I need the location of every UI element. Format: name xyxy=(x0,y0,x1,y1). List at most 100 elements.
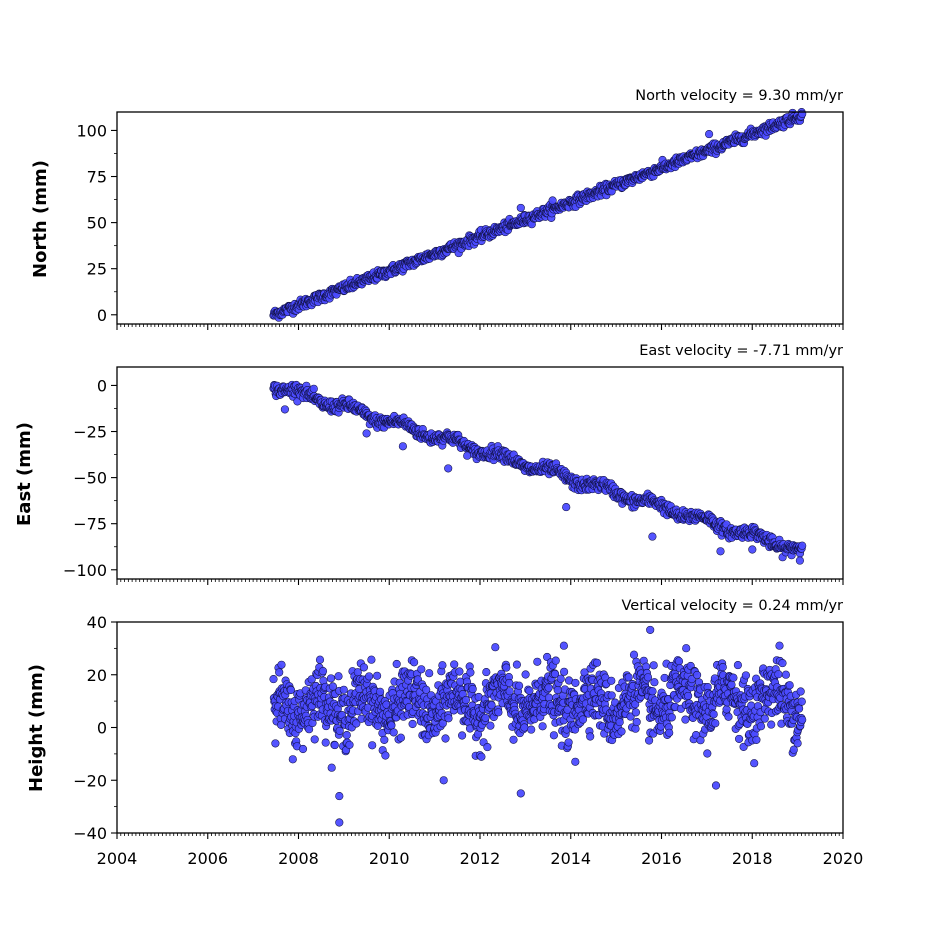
data-point xyxy=(648,687,657,696)
data-point xyxy=(502,663,511,672)
data-point xyxy=(481,713,490,722)
data-point xyxy=(373,671,382,680)
data-point xyxy=(438,661,447,670)
data-point xyxy=(468,684,477,694)
data-point xyxy=(797,697,806,706)
data-point xyxy=(752,735,761,744)
data-point xyxy=(624,673,633,682)
x-tick-label: 2014 xyxy=(550,849,591,868)
data-point xyxy=(667,713,676,722)
data-point xyxy=(544,693,554,702)
data-point xyxy=(376,687,385,696)
data-point xyxy=(269,675,278,684)
data-point xyxy=(516,789,525,798)
data-point xyxy=(315,655,325,664)
data-point xyxy=(646,625,655,634)
data-point xyxy=(417,665,426,674)
data-points xyxy=(269,108,807,322)
data-point xyxy=(516,203,525,212)
data-point xyxy=(560,667,569,676)
data-point xyxy=(505,687,514,696)
y-tick-label: −75 xyxy=(73,515,107,534)
plot-frame xyxy=(116,366,844,580)
y-tick-label: 40 xyxy=(87,613,107,632)
data-point xyxy=(592,658,602,667)
data-point xyxy=(515,681,524,690)
x-tick-label: 2018 xyxy=(732,849,773,868)
east-y-axis-label: East (mm) xyxy=(14,422,35,526)
data-point xyxy=(586,732,595,741)
data-point xyxy=(643,673,653,682)
data-point xyxy=(711,719,720,728)
data-point xyxy=(617,727,626,736)
data-point xyxy=(328,682,337,691)
data-point xyxy=(359,663,368,672)
data-point xyxy=(509,735,518,744)
data-point xyxy=(368,741,377,750)
x-tick-label: 2006 xyxy=(187,849,228,868)
east-panel: East velocity = -7.71 mm/yr East (mm) 0 −… xyxy=(14,343,844,585)
y-tick-label: 20 xyxy=(87,666,107,685)
data-point xyxy=(494,708,503,717)
data-point xyxy=(321,738,330,747)
data-point xyxy=(520,723,529,732)
data-point xyxy=(559,641,568,650)
y-tick-label: 75 xyxy=(87,168,107,187)
data-point xyxy=(381,751,390,760)
data-point xyxy=(615,718,624,727)
x-tick-label: 2012 xyxy=(460,849,501,868)
data-point xyxy=(275,668,284,677)
data-point xyxy=(392,659,401,669)
data-point xyxy=(793,739,802,748)
data-point xyxy=(482,668,491,677)
data-point xyxy=(632,717,641,727)
data-point xyxy=(441,734,450,743)
data-point xyxy=(629,650,639,659)
y-tick-label: 0 xyxy=(97,719,107,738)
data-point xyxy=(512,660,521,669)
data-point xyxy=(648,532,657,541)
north-velocity-label: North velocity = 9.30 mm/yr xyxy=(635,88,843,104)
height-panel: Vertical velocity = 0.24 mm/yr Height (m… xyxy=(26,598,863,868)
data-points xyxy=(269,380,807,565)
data-point xyxy=(408,719,417,729)
data-point xyxy=(544,683,553,692)
data-point xyxy=(525,686,534,695)
data-point xyxy=(785,681,794,690)
data-point xyxy=(674,657,684,666)
data-point xyxy=(335,818,344,827)
data-point xyxy=(795,704,804,713)
y-tick-label: 50 xyxy=(87,214,107,233)
data-point xyxy=(775,641,784,650)
data-point xyxy=(271,739,280,748)
data-point xyxy=(733,661,742,670)
data-point xyxy=(718,663,727,672)
data-point xyxy=(681,715,690,724)
data-point xyxy=(362,429,371,438)
data-point xyxy=(458,731,467,740)
data-point xyxy=(309,384,318,393)
data-point xyxy=(564,738,573,747)
data-point xyxy=(326,674,336,683)
height-y-axis-label: Height (mm) xyxy=(26,664,47,792)
x-tick-label: 2010 xyxy=(369,849,410,868)
data-point xyxy=(778,659,787,668)
data-point xyxy=(724,712,733,721)
data-point xyxy=(650,678,659,687)
north-panel: North velocity = 9.30 mm/yr North (mm) 0… xyxy=(30,88,844,330)
data-point xyxy=(527,725,536,734)
data-point xyxy=(380,735,389,744)
data-point xyxy=(798,109,807,118)
data-point xyxy=(521,670,530,679)
data-point xyxy=(339,685,348,694)
data-point xyxy=(365,672,374,681)
data-point xyxy=(649,661,658,670)
data-point xyxy=(798,541,807,550)
data-point xyxy=(729,673,738,682)
data-point xyxy=(705,130,714,139)
data-point xyxy=(665,728,674,737)
data-point xyxy=(767,720,776,729)
data-point xyxy=(367,655,376,664)
data-point xyxy=(345,740,354,749)
